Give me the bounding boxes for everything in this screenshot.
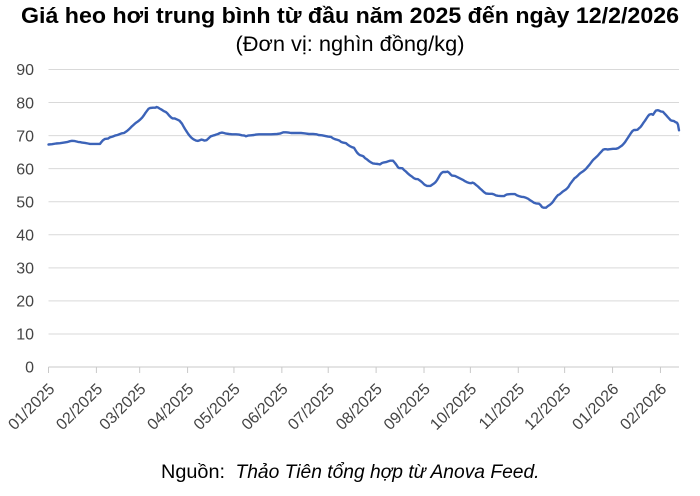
svg-text:60: 60 <box>16 161 34 178</box>
svg-text:20: 20 <box>16 294 34 311</box>
svg-text:40: 40 <box>16 227 34 244</box>
svg-text:(Đơn vị: nghìn đồng/kg): (Đơn vị: nghìn đồng/kg) <box>236 32 465 56</box>
svg-text:90: 90 <box>16 62 34 79</box>
svg-text:70: 70 <box>16 128 34 145</box>
svg-text:10: 10 <box>16 327 34 344</box>
svg-text:Thảo Tiên tổng hợp từ Anova Fe: Thảo Tiên tổng hợp từ Anova Feed. <box>236 461 540 483</box>
svg-text:30: 30 <box>16 261 34 278</box>
svg-text:50: 50 <box>16 194 34 211</box>
svg-text:80: 80 <box>16 95 34 112</box>
svg-text:Nguồn:: Nguồn: <box>161 461 225 483</box>
svg-text:0: 0 <box>25 360 34 377</box>
svg-text:Giá heo hơi trung bình từ đầu: Giá heo hơi trung bình từ đầu năm 2025 đ… <box>21 3 679 28</box>
